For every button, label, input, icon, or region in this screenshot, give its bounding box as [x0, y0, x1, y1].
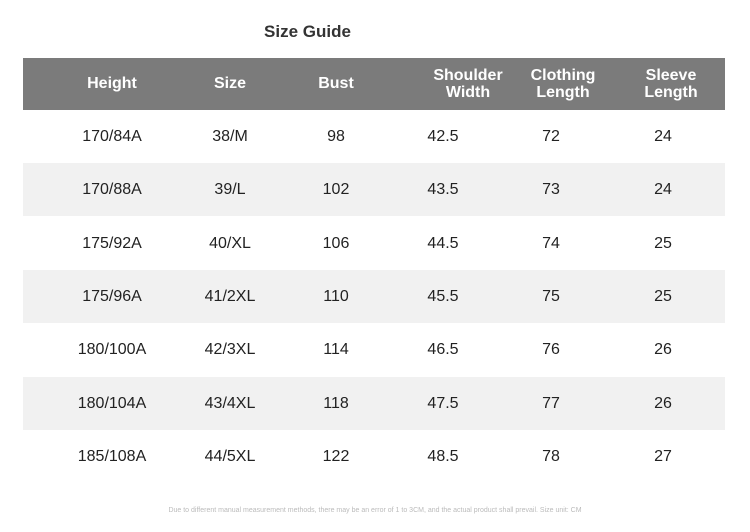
- table-cell: 75: [542, 287, 560, 305]
- header-bar: Height Size Bust Shoulder Width Clothing Len…: [23, 58, 725, 110]
- table-cell: 114: [323, 341, 349, 359]
- table-cell: 118: [323, 394, 349, 412]
- table-cell: 26: [654, 394, 672, 412]
- table-cell: 74: [542, 234, 560, 252]
- table-cell: 76: [542, 341, 560, 359]
- table-cell: 24: [654, 128, 672, 145]
- table-cell: 175/96A: [82, 287, 142, 305]
- column-header: Height: [87, 75, 137, 92]
- table-cell: 78: [542, 447, 560, 465]
- table-cell: 40/XL: [209, 234, 251, 252]
- table-row: 185/108A 44/5XL 122 48.5 78 27: [23, 429, 725, 483]
- column-header: Size: [213, 75, 246, 92]
- table-cell: 27: [654, 447, 672, 465]
- table-cell: 45.5: [427, 287, 459, 305]
- table-cell: 42.5: [427, 128, 459, 145]
- table-cell: 26: [654, 341, 672, 359]
- table-cell: 180/100A: [77, 341, 147, 359]
- table-cell: 43/4XL: [204, 394, 256, 412]
- table-cell: 122: [322, 447, 350, 465]
- table-cell: 42/3XL: [204, 341, 256, 359]
- table-cell: 47.5: [427, 394, 459, 412]
- table-cell: 24: [654, 181, 672, 199]
- table-row: 180/104A 43/4XL 118 47.5 77 26: [23, 376, 725, 430]
- table-cell: 170/88A: [82, 181, 142, 199]
- column-header: Bust: [318, 75, 354, 92]
- table-cell: 73: [542, 181, 560, 199]
- table-row: 170/84A 38/M 98 42.5 72 24: [23, 110, 725, 163]
- table-cell: 25: [654, 287, 672, 305]
- column-header: Clothing Length: [530, 67, 596, 101]
- table-row: 170/88A 39/L 102 43.5 73 24: [23, 163, 725, 217]
- table-cell: 44/5XL: [204, 447, 256, 465]
- table-cell: 110: [323, 287, 349, 305]
- table-cell: 170/84A: [82, 128, 142, 145]
- table-row: 175/92A 40/XL 106 44.5 74 25: [23, 216, 725, 270]
- table-cell: 175/92A: [82, 234, 142, 252]
- table-cell: 43.5: [427, 181, 459, 199]
- table-cell: 72: [542, 128, 560, 145]
- footnote: Due to different manual measurement meth…: [168, 507, 582, 514]
- table-cell: 46.5: [427, 341, 459, 359]
- table-row: 180/100A 42/3XL 114 46.5 76 26: [23, 323, 725, 377]
- table-cell: 180/104A: [77, 394, 147, 412]
- table-cell: 98: [327, 128, 345, 145]
- table-cell: 106: [322, 234, 350, 252]
- table-cell: 77: [542, 394, 560, 412]
- column-header: Shoulder Width: [433, 67, 503, 101]
- table-cell: 38/M: [212, 128, 248, 145]
- table-cell: 48.5: [427, 447, 459, 465]
- table-cell: 25: [654, 234, 672, 252]
- table-cell: 39/L: [214, 181, 246, 199]
- table-cell: 44.5: [427, 234, 459, 252]
- table-cell: 102: [322, 181, 350, 199]
- column-header: Sleeve Length: [644, 67, 698, 101]
- title: Size Guide: [264, 22, 351, 41]
- table-cell: 41/2XL: [204, 287, 256, 305]
- table-row: 175/96A 41/2XL 110 45.5 75 25: [23, 269, 725, 323]
- table-cell: 185/108A: [77, 447, 147, 465]
